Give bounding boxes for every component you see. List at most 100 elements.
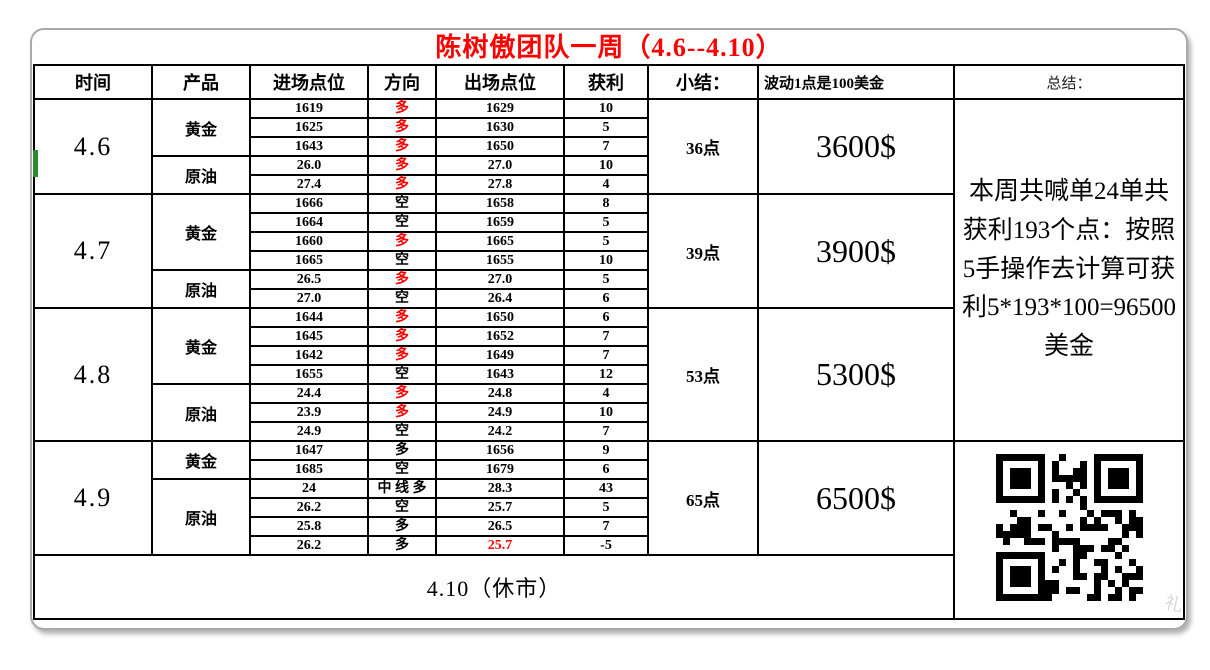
date-cell: 4.7 (33, 193, 153, 309)
exit-cell: 24.2 (435, 421, 565, 442)
profit-cell: 9 (563, 440, 649, 461)
direction-cell: 空 (367, 459, 437, 480)
qr-code-icon (995, 454, 1143, 601)
profit-cell: 8 (563, 193, 649, 214)
trade-row: 1665 空 1655 10 (34, 250, 1184, 271)
exit-cell: 1643 (435, 364, 565, 385)
profit-cell: 5 (563, 231, 649, 252)
exit-cell: 1658 (435, 193, 565, 214)
entry-cell: 1619 (249, 98, 369, 119)
market-closed-row: 4.10（休市） (33, 554, 1184, 620)
header-summary: 小结： (647, 64, 759, 100)
date-cell: 4.8 (33, 307, 153, 442)
header-time: 时间 (33, 64, 153, 100)
entry-cell: 27.4 (249, 174, 369, 195)
header-exit: 出场点位 (435, 64, 565, 100)
points-cell: 53点 (647, 307, 759, 442)
header-note: 波动1点是100美金 (757, 64, 955, 100)
trade-row: 26.2 空 25.7 5 (34, 497, 1184, 518)
entry-cell: 1645 (249, 326, 369, 347)
exit-cell: 1656 (435, 440, 565, 461)
trades-table: 时间 产品 进场点位 方向 出场点位 获利 小结： 波动1点是100美金 总结： 4.6 黄金 16… (33, 64, 1185, 620)
entry-cell: 1664 (249, 212, 369, 233)
trade-row: 23.9 多 24.9 10 (34, 402, 1184, 423)
direction-cell: 多 (367, 383, 437, 404)
profit-cell: 5 (563, 269, 649, 290)
trade-row: 1664 空 1659 5 (34, 212, 1184, 233)
entry-cell: 1625 (249, 117, 369, 138)
trade-row: 1645 多 1652 7 (34, 326, 1184, 347)
entry-cell: 1647 (249, 440, 369, 461)
profit-cell: 43 (563, 478, 649, 499)
table-header: 时间 产品 进场点位 方向 出场点位 获利 小结： 波动1点是100美金 总结： (33, 64, 1185, 100)
amount-cell: 3600$ (757, 98, 955, 195)
product-cell: 原油 (151, 155, 251, 195)
direction-cell: 空 (367, 212, 437, 233)
direction-cell: 多 (367, 174, 437, 195)
trade-row: 原油 26.0 多 27.0 10 (34, 155, 1184, 195)
header-profit: 获利 (563, 64, 649, 100)
conclusion-text: 本周共喊单24单共获利193个点：按照5手操作去计算可获利5*193*100=9… (953, 98, 1185, 442)
direction-cell: 多 (367, 98, 437, 119)
direction-cell: 多 (367, 307, 437, 328)
direction-cell: 多 (367, 402, 437, 423)
exit-cell: 1655 (435, 250, 565, 271)
direction-cell: 多 (367, 269, 437, 290)
exit-cell: 24.8 (435, 383, 565, 404)
direction-cell: 多 (367, 440, 437, 461)
direction-cell: 空 (367, 288, 437, 309)
direction-cell: 中 线 多 (367, 478, 437, 499)
qr-cell (953, 440, 1185, 620)
entry-cell: 1643 (249, 136, 369, 157)
exit-cell: 28.3 (435, 478, 565, 499)
entry-cell: 24.9 (249, 421, 369, 442)
product-cell: 黄金 (151, 440, 251, 480)
green-marker (33, 150, 38, 177)
entry-cell: 1666 (249, 193, 369, 214)
exit-cell: 24.9 (435, 402, 565, 423)
direction-cell: 多 (367, 535, 437, 556)
product-cell: 黄金 (151, 193, 251, 271)
profit-cell: 6 (563, 288, 649, 309)
header-direction: 方向 (367, 64, 437, 100)
profit-cell: 7 (563, 326, 649, 347)
profit-cell: 4 (563, 174, 649, 195)
date-cell: 4.9 (33, 440, 153, 556)
entry-cell: 1685 (249, 459, 369, 480)
entry-cell: 25.8 (249, 516, 369, 537)
date-cell: 4.6 (33, 98, 153, 195)
product-cell: 黄金 (151, 307, 251, 385)
entry-cell: 27.0 (249, 288, 369, 309)
weekly-report-card: 陈树傲团队一周（4.6--4.10） 时间 产品 进场点位 方向 出场点位 获利 小结： 波动… (30, 28, 1188, 630)
header-row: 时间 产品 进场点位 方向 出场点位 获利 小结： 波动1点是100美金 总结： (33, 64, 1185, 100)
direction-cell: 空 (367, 364, 437, 385)
profit-cell: 10 (563, 155, 649, 176)
direction-cell: 多 (367, 136, 437, 157)
trade-row: 4.9 黄金 1647 多 1656 9 65点 6500$ (33, 440, 1185, 620)
points-cell: 65点 (647, 440, 759, 556)
exit-cell: 1630 (435, 117, 565, 138)
direction-cell: 空 (367, 250, 437, 271)
entry-cell: 24 (249, 478, 369, 499)
entry-cell: 1665 (249, 250, 369, 271)
exit-cell: 27.8 (435, 174, 565, 195)
trade-row: 1642 多 1649 7 (34, 345, 1184, 366)
trade-row: 4.8 黄金 1644 多 1650 6 53点 5300$ (33, 307, 1184, 442)
profit-cell: 5 (563, 117, 649, 138)
entry-cell: 26.2 (249, 535, 369, 556)
profit-cell: 10 (563, 98, 649, 119)
profit-cell: 7 (563, 136, 649, 157)
exit-cell: 1665 (435, 231, 565, 252)
entry-cell: 1642 (249, 345, 369, 366)
exit-cell: 27.0 (435, 269, 565, 290)
exit-cell: 1679 (435, 459, 565, 480)
direction-cell: 多 (367, 155, 437, 176)
exit-cell: 25.7 (435, 497, 565, 518)
trade-row: 原油 24.4 多 24.8 4 (34, 383, 1184, 442)
profit-cell: 5 (563, 497, 649, 518)
trade-row: 4.7 黄金 1666 空 1658 8 39点 3900$ (33, 193, 1184, 309)
table-body: 4.6 黄金 1619 多 1629 10 36点 3600$ 本周共喊单24单共获利193个点… (33, 98, 1185, 620)
page-title: 陈树傲团队一周（4.6--4.10） (435, 33, 783, 62)
header-entry: 进场点位 (249, 64, 369, 100)
profit-cell: -5 (563, 535, 649, 556)
